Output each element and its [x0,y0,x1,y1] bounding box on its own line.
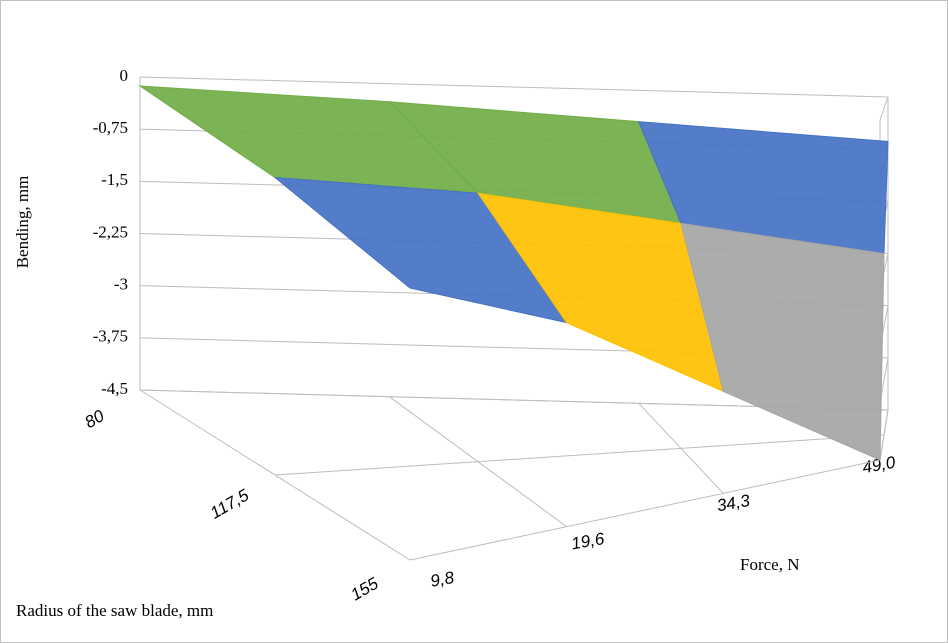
y-tick-label: -4,5 [101,379,128,398]
y-tick-label: -1,5 [101,170,128,189]
surface-patch [680,222,885,461]
x-axis-title: Force, N [740,555,799,574]
depth-axis-title: Radius of the saw blade, mm [16,601,213,620]
grid-line [879,96,889,121]
y-tick-label: 0 [120,66,129,85]
floor-grid-line [409,459,881,561]
floor-grid-line [274,434,885,476]
y-axis-title: Bending, mm [13,176,32,269]
y-tick-label: -2,25 [93,222,128,241]
grid-line [139,76,889,98]
y-tick-label: -3 [114,275,128,294]
x-tick-label: 9,8 [429,568,456,591]
y-tick-label: -3,75 [93,327,128,346]
y-tick-label: -0,75 [93,118,128,137]
